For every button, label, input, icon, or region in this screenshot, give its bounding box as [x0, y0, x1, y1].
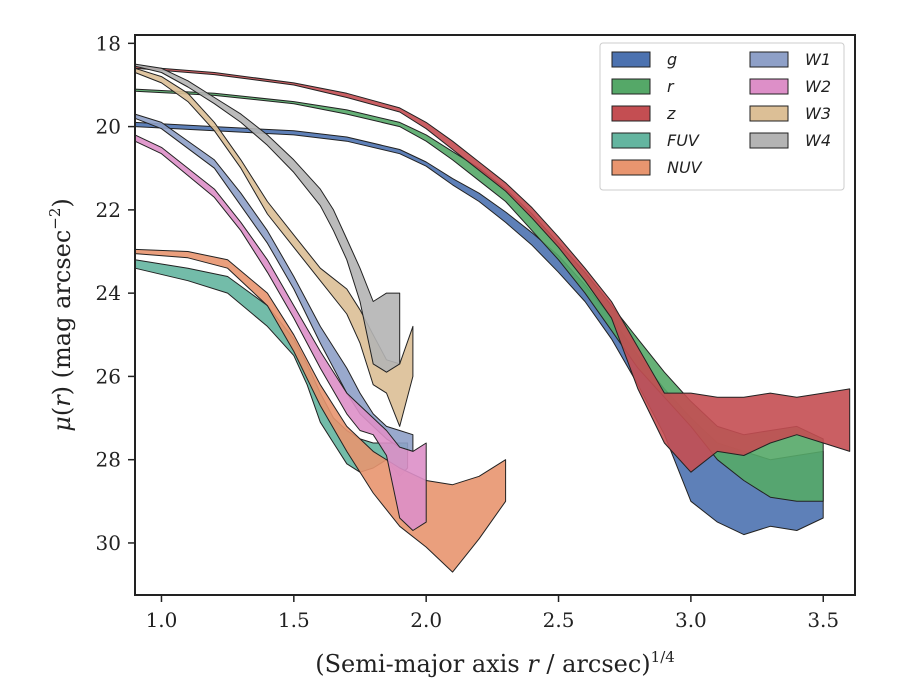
- y-tick-label: 24: [96, 281, 121, 305]
- legend-swatch-w3: [749, 105, 789, 122]
- legend-swatch-z: [611, 105, 651, 122]
- legend-swatch-w1: [749, 51, 789, 68]
- legend-swatch-g: [611, 51, 651, 68]
- legend-swatch-w2: [749, 78, 789, 95]
- x-axis: 1.0 1.5 2.0 2.5 3.0 3.5: [146, 595, 839, 632]
- y-tick-label: 22: [96, 198, 121, 222]
- legend-label-w1: W1: [805, 50, 831, 69]
- plot-frame: [134, 34, 856, 596]
- series-band-w2: [134, 134, 427, 531]
- y-tick-label: 26: [96, 364, 121, 388]
- x-tick-label: 1.0: [146, 608, 178, 632]
- series-band-w4: [134, 63, 401, 373]
- legend-label-w4: W4: [805, 131, 831, 150]
- series-band-z: [134, 65, 851, 473]
- legend-label-r: r: [667, 77, 675, 96]
- y-tick-label: 20: [96, 115, 121, 139]
- legend-label-g: g: [667, 50, 677, 69]
- series-band-g: [134, 121, 824, 536]
- legend-label-nuv: NUV: [667, 158, 703, 177]
- legend-label-w3: W3: [805, 104, 831, 123]
- legend-swatch-nuv: [611, 159, 651, 176]
- x-tick-label: 2.0: [410, 608, 442, 632]
- y-tick-label: 18: [96, 31, 121, 55]
- x-tick-label: 3.0: [675, 608, 707, 632]
- legend-label-fuv: FUV: [667, 131, 700, 150]
- x-axis-title: (Semi-major axis r / arcsec)1/4: [315, 648, 675, 678]
- y-axis-title: μ(r) (mag arcsec−2): [46, 198, 76, 432]
- y-axis: 18 20 22 24 26 28 30: [96, 31, 135, 555]
- series-layer: [134, 63, 851, 573]
- legend: grz FUV NUV W1 W2 W3 W4: [599, 42, 845, 191]
- legend-swatch-fuv: [611, 132, 651, 149]
- x-tick-label: 1.5: [278, 608, 310, 632]
- x-tick-label: 2.5: [543, 608, 575, 632]
- y-tick-label: 28: [96, 448, 121, 472]
- legend-label-z: z: [666, 104, 676, 123]
- x-tick-label: 3.5: [807, 608, 839, 632]
- series-band-w3: [134, 67, 414, 427]
- legend-swatch-w4: [749, 132, 789, 149]
- legend-label-w2: W2: [805, 77, 831, 96]
- y-tick-label: 30: [96, 531, 121, 555]
- legend-swatch-r: [611, 78, 651, 95]
